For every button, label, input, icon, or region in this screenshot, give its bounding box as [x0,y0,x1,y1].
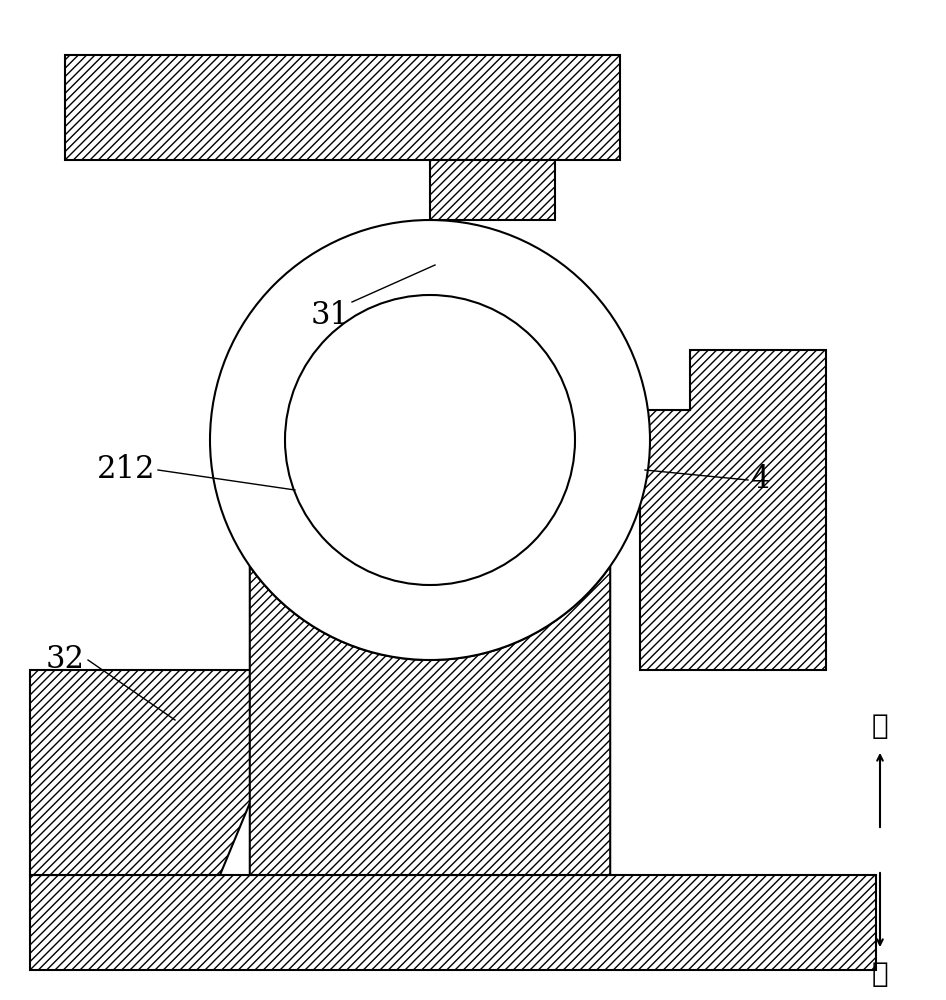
Bar [430,160,555,220]
Text: 32: 32 [46,645,85,676]
Polygon shape [640,350,826,670]
Text: 下: 下 [871,712,888,740]
Bar [65,55,620,160]
Text: 31: 31 [311,300,350,331]
Polygon shape [30,670,305,875]
Circle shape [285,295,575,585]
Polygon shape [250,566,610,875]
Text: 212: 212 [96,454,155,486]
Circle shape [210,220,650,660]
Bar [30,875,876,970]
Text: 上: 上 [871,960,888,988]
Text: 4: 4 [750,464,769,495]
